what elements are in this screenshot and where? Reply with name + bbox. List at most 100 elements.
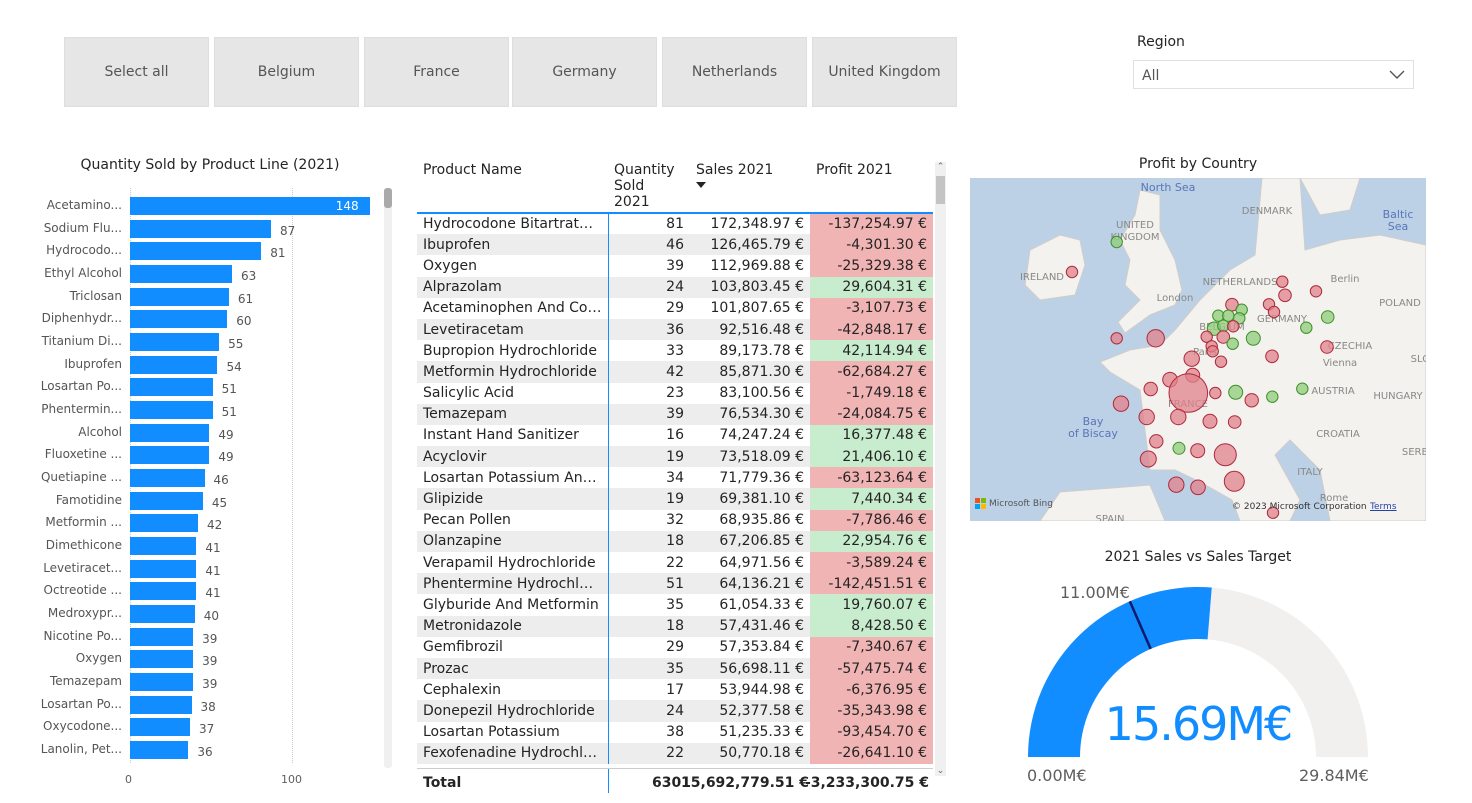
map-bubble-loss[interactable] xyxy=(1202,413,1218,429)
bar[interactable] xyxy=(130,605,195,624)
table-row[interactable]: Fexofenadine Hydrochlori... 22 50,770.18 €… xyxy=(417,742,933,764)
map-bubble-loss[interactable] xyxy=(1216,330,1231,344)
bar[interactable] xyxy=(130,355,218,374)
map-bubble-loss[interactable] xyxy=(1227,320,1240,333)
map-bubble-loss[interactable] xyxy=(1065,265,1079,279)
bar-chart-scrollbar[interactable] xyxy=(384,188,392,768)
map-bubble-profit[interactable] xyxy=(1245,330,1261,346)
map-bubble-loss[interactable] xyxy=(1227,415,1242,429)
map-bubble-loss[interactable] xyxy=(1149,434,1164,449)
map-bubble-loss[interactable] xyxy=(1168,476,1185,493)
map-bubble-profit[interactable] xyxy=(1300,321,1313,334)
map-bubble-loss[interactable] xyxy=(1223,470,1245,492)
slicer-button-belgium[interactable]: Belgium xyxy=(214,37,359,107)
table-row[interactable]: Gemfibrozil 29 57,353.84 € -7,340.67 € xyxy=(417,636,933,658)
bar[interactable] xyxy=(130,582,197,601)
map-bubble-loss[interactable] xyxy=(1209,386,1222,400)
table-row[interactable]: Oxygen 39 112,969.88 € -25,329.38 € xyxy=(417,255,933,277)
bar[interactable] xyxy=(130,333,220,352)
map-bubble-profit[interactable] xyxy=(1226,337,1239,350)
map-bubble-loss[interactable] xyxy=(1206,345,1219,358)
map-bubble-loss[interactable] xyxy=(1266,506,1280,519)
map-bubble-loss[interactable] xyxy=(1139,450,1157,468)
table-row[interactable]: Acetaminophen And Cod... 29 101,807.65 € -3… xyxy=(417,297,933,319)
bar[interactable] xyxy=(130,718,190,737)
bar[interactable] xyxy=(130,695,192,714)
table-row[interactable]: Prozac 35 56,698.11 € -57,475.74 € xyxy=(417,657,933,680)
map-bubble-profit[interactable] xyxy=(1172,441,1186,455)
bar[interactable] xyxy=(130,650,194,669)
column-header[interactable]: Sales 2021 xyxy=(690,160,810,213)
table-row[interactable]: Glipizide 19 69,381.10 €7,440.34 € xyxy=(417,488,933,510)
map-bubble-loss[interactable] xyxy=(1278,288,1292,303)
column-header[interactable]: Product Name xyxy=(417,160,608,213)
slicer-button-germany[interactable]: Germany xyxy=(512,37,657,107)
table-row[interactable]: Temazepam 39 76,534.30 € -24,084.75 € xyxy=(417,403,933,425)
table-scrollbar[interactable]: ⌃ ⌄ xyxy=(935,162,946,776)
map-bubble-profit[interactable] xyxy=(1266,390,1279,403)
bar[interactable] xyxy=(130,741,189,760)
table-row[interactable]: Instant Hand Sanitizer 16 74,247.24 € 16,37… xyxy=(417,424,933,447)
bar[interactable] xyxy=(130,242,262,261)
map-bubble-loss[interactable] xyxy=(1320,340,1334,354)
bar[interactable] xyxy=(130,469,205,488)
table-row[interactable]: Losartan Potassium And ... 34 71,779.36 € -… xyxy=(417,467,933,489)
bar[interactable] xyxy=(130,423,210,442)
table-row[interactable]: Metformin Hydrochloride 42 85,871.30 € -62,… xyxy=(417,361,933,383)
bar[interactable] xyxy=(130,537,197,556)
profit-map[interactable]: North Sea Baltic Sea DENMARK UNITED KINGDOM IR… xyxy=(970,178,1426,521)
column-header[interactable]: Profit 2021 xyxy=(810,160,933,213)
bar[interactable] xyxy=(130,514,199,533)
scroll-down-icon[interactable]: ⌄ xyxy=(936,766,945,776)
slicer-button-france[interactable]: France xyxy=(364,37,509,107)
bar[interactable] xyxy=(130,627,194,646)
map-bubble-loss[interactable] xyxy=(1146,329,1165,348)
map-bubble-loss[interactable] xyxy=(1112,395,1130,412)
table-row[interactable]: Glyburide And Metformin 35 61,054.33 € 19,7… xyxy=(417,594,933,616)
column-header[interactable]: Quantity Sold 2021 xyxy=(608,160,690,213)
table-row[interactable]: Pecan Pollen 32 68,935.86 € -7,786.46 € xyxy=(417,509,933,531)
scrollbar-thumb[interactable] xyxy=(384,188,392,208)
terms-link[interactable]: Terms xyxy=(1370,502,1397,512)
table-row[interactable]: Salicylic Acid 23 83,100.56 € -1,749.18 € xyxy=(417,382,933,404)
table-row[interactable]: Ibuprofen 46 126,465.79 € -4,301.30 € xyxy=(417,234,933,256)
bar[interactable] xyxy=(130,673,194,692)
map-bubble-loss[interactable] xyxy=(1214,355,1228,368)
map-bubble-profit[interactable] xyxy=(1296,382,1309,395)
map-bubble-loss[interactable] xyxy=(1244,393,1259,408)
table-row[interactable]: Alprazolam 24 103,803.45 €29,604.31 € xyxy=(417,276,933,298)
table-row[interactable]: Bupropion Hydrochloride 33 89,173.78 € 42,1… xyxy=(417,340,933,362)
scrollbar-thumb[interactable] xyxy=(936,176,945,204)
map-bubble-loss[interactable] xyxy=(1276,275,1289,288)
bar[interactable] xyxy=(130,491,203,510)
bar[interactable] xyxy=(130,378,213,397)
map-bubble-loss[interactable] xyxy=(1190,479,1206,496)
table-row[interactable]: Hydrocodone Bitartrate A... 81 172,348.97 … xyxy=(417,213,933,235)
bar[interactable] xyxy=(130,197,370,215)
map-bubble-loss[interactable] xyxy=(1138,408,1155,426)
slicer-button-netherlands[interactable]: Netherlands xyxy=(662,37,807,107)
region-dropdown[interactable]: All xyxy=(1133,60,1414,89)
table-row[interactable]: Losartan Potassium 38 51,235.33 € -93,454.7… xyxy=(417,721,933,743)
map-bubble-loss[interactable] xyxy=(1213,443,1237,467)
table-row[interactable]: Acyclovir 19 73,518.09 €21,406.10 € xyxy=(417,446,933,468)
map-bubble-loss[interactable] xyxy=(1200,330,1213,343)
bar[interactable] xyxy=(130,559,197,578)
scroll-up-icon[interactable]: ⌃ xyxy=(936,162,945,172)
bar[interactable] xyxy=(130,219,271,238)
map-bubble-profit[interactable] xyxy=(1320,310,1335,324)
map-bubble-loss[interactable] xyxy=(1110,332,1123,345)
map-bubble-profit[interactable] xyxy=(1110,235,1123,249)
bar[interactable] xyxy=(130,265,233,283)
map-bubble-profit[interactable] xyxy=(1228,384,1244,400)
map-bubble-loss[interactable] xyxy=(1170,408,1187,426)
table-row[interactable]: Metronidazole 18 57,431.46 €8,428.50 € xyxy=(417,615,933,637)
table-row[interactable]: Levetiracetam 36 92,516.48 € -42,848.17 € xyxy=(417,318,933,341)
slicer-button-united-kingdom[interactable]: United Kingdom xyxy=(812,37,957,107)
map-bubble-loss[interactable] xyxy=(1190,443,1206,459)
bar[interactable] xyxy=(130,310,228,329)
map-bubble-loss[interactable] xyxy=(1265,349,1279,364)
table-row[interactable]: Phentermine Hydrochloride 51 64,136.21 € -1… xyxy=(417,573,933,595)
table-row[interactable]: Donepezil Hydrochloride 24 52,377.58 € -35,… xyxy=(417,700,933,722)
map-bubble-loss[interactable] xyxy=(1143,381,1158,397)
